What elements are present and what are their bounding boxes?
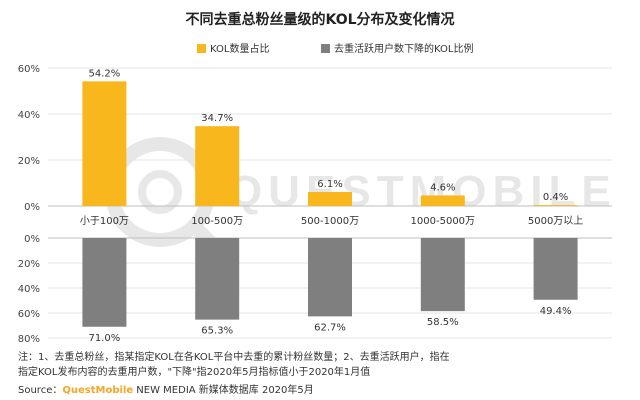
kol-share-data-label: 4.6% [430,182,455,193]
kol-share-bar [420,195,465,206]
watermark: QUESTMOBILE [105,137,617,251]
top-axis-tick-label: 20% [18,156,40,167]
source-prefix: Source： [18,385,63,396]
source-line: Source：QuestMobile NEW MEDIA 新媒体数据库 2020… [18,381,314,396]
bottom-axis-tick-label: 80% [18,334,40,345]
source-brand: QuestMobile [62,385,134,396]
active-decline-data-label: 65.3% [201,326,233,337]
active-decline-bar [195,238,240,320]
category-label: 小于100万 [80,215,129,227]
legend: KOL数量占比 去重活跃用户数下降的KOL比例 [197,42,473,55]
active-decline-data-label: 62.7% [314,322,346,333]
kol-share-bar [195,126,240,206]
source-rest: NEW MEDIA 新媒体数据库 2020年5月 [133,385,314,396]
category-label: 5000万以上 [528,215,583,227]
footnote-line-1: 注：1、去重总粉丝，指某指定KOL在各KOL平台中去重的累计粉丝数量；2、去重活… [18,352,450,363]
category-label: 500-1000万 [301,216,359,227]
footnote-line-2: 指定KOL发布内容的去重用户数，"下降"指2020年5月指标值小于2020年1月… [18,367,371,378]
kol-share-data-label: 34.7% [201,113,233,124]
plot-area: 0% 20% 40% 60% 0% 20% 40% 60% 80% 54.2% 小于100万 71.0… [18,64,612,345]
legend-label-active-decline: 去重活跃用户数下降的KOL比例 [334,42,473,55]
kol-share-data-label: 6.1% [317,179,342,190]
category-label: 1000-5000万 [411,216,476,227]
bottom-axis-tick-label: 0% [24,234,40,245]
watermark-text: QUESTMOBILE [228,167,617,216]
chart-title: 不同去重总粉丝量级的KOL分布及变化情况 [185,11,454,28]
active-decline-data-label: 58.5% [427,317,459,328]
active-decline-data-label: 49.4% [540,306,572,317]
bottom-axis-tick-label: 60% [18,309,40,320]
top-axis-tick-label: 60% [18,64,40,75]
bottom-axis-tick-label: 20% [18,259,40,270]
kol-share-bar [82,81,127,206]
category-label: 100-500万 [191,216,243,227]
active-decline-data-label: 71.0% [89,333,121,344]
legend-label-kol-share: KOL数量占比 [210,42,269,55]
active-decline-bar [420,238,465,312]
top-axis-tick-label: 40% [18,110,40,121]
bottom-axis-tick-label: 40% [18,284,40,295]
legend-swatch-active-decline [321,44,330,53]
active-decline-bar [82,238,127,327]
kol-share-bar [308,191,352,206]
kol-share-data-label: 0.4% [543,192,568,203]
active-decline-bar [308,238,352,317]
kol-share-data-label: 54.2% [89,68,121,79]
top-axis-tick-label: 0% [24,202,40,213]
active-decline-bar [533,238,578,300]
kol-share-bar [533,205,578,206]
legend-swatch-kol-share [197,44,206,53]
